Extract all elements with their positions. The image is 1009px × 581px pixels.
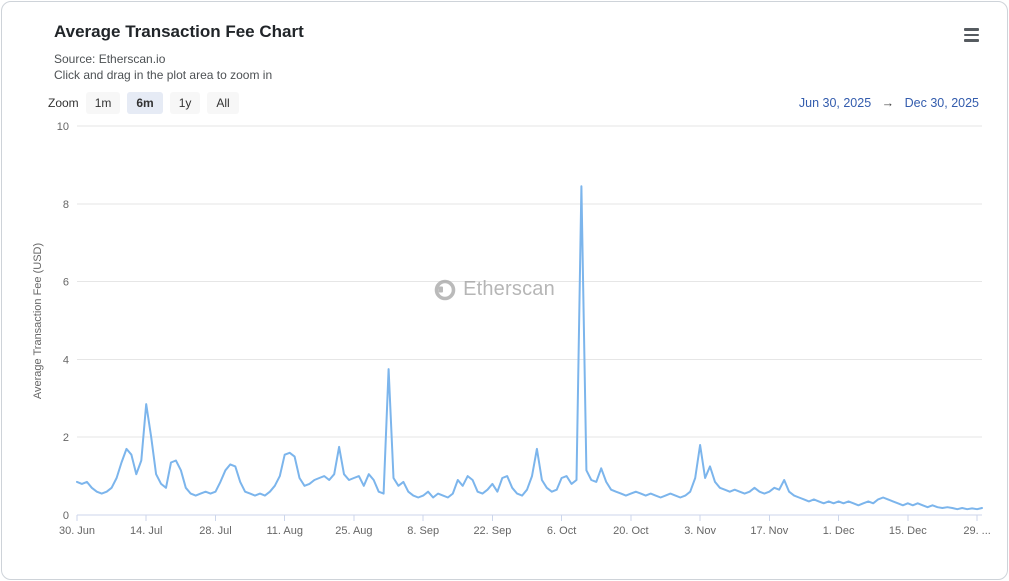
svg-text:29. ...: 29. ... — [963, 525, 991, 537]
x-axis: 30. Jun 14. Jul 28. Jul 11. Aug 25. Aug 8. Se… — [59, 514, 991, 537]
source-line: Source: Etherscan.io — [54, 52, 166, 66]
svg-text:10: 10 — [57, 121, 69, 133]
date-from-input[interactable]: Jun 30, 2025 — [798, 96, 872, 111]
range-arrow: → — [881, 96, 895, 111]
svg-text:3. Nov: 3. Nov — [684, 525, 716, 537]
chart-plot-area[interactable]: 0 2 4 6 8 10 30. Jun 14. Jul 28. Jul 11. Aug 25. A… — [2, 116, 1008, 564]
hamburger-menu-icon[interactable] — [962, 24, 981, 46]
svg-text:0: 0 — [63, 510, 69, 522]
svg-text:15. Dec: 15. Dec — [889, 525, 927, 537]
svg-text:6. Oct: 6. Oct — [547, 525, 576, 537]
svg-text:28. Jul: 28. Jul — [199, 525, 231, 537]
y-axis-title: Average Transaction Fee (USD) — [32, 243, 44, 400]
zoom-button-all[interactable]: All — [207, 92, 239, 115]
svg-text:1. Dec: 1. Dec — [823, 525, 855, 537]
zoom-button-6m[interactable]: 6m — [127, 92, 163, 115]
page-title: Average Transaction Fee Chart — [54, 22, 304, 41]
zoom-button-1m[interactable]: 1m — [85, 92, 121, 115]
chart-header: Average Transaction Fee Chart Source: Et… — [2, 2, 1007, 83]
svg-text:4: 4 — [63, 355, 69, 367]
svg-text:30. Jun: 30. Jun — [59, 525, 95, 537]
fee-series-line — [76, 185, 983, 511]
y-axis-labels: 0 2 4 6 8 10 — [57, 121, 69, 522]
svg-text:25. Aug: 25. Aug — [335, 525, 372, 537]
svg-text:8: 8 — [63, 199, 69, 211]
chart-area: 0 2 4 6 8 10 30. Jun 14. Jul 28. Jul 11. Aug 25. A… — [2, 116, 1007, 564]
svg-text:22. Sep: 22. Sep — [473, 525, 511, 537]
svg-text:20. Oct: 20. Oct — [613, 525, 648, 537]
range-selector: Zoom 1m 6m 1y All Jun 30, 2025 → Dec 30,… — [2, 83, 1007, 115]
svg-text:6: 6 — [63, 277, 69, 289]
zoom-button-1y[interactable]: 1y — [169, 92, 201, 115]
svg-text:14. Jul: 14. Jul — [130, 525, 162, 537]
svg-text:11. Aug: 11. Aug — [266, 525, 303, 537]
hint-line: Click and drag in the plot area to zoom … — [54, 68, 273, 83]
svg-text:17. Nov: 17. Nov — [750, 525, 788, 537]
zoom-label: Zoom — [48, 96, 79, 111]
svg-text:2: 2 — [63, 433, 69, 445]
date-to-input[interactable]: Dec 30, 2025 — [904, 96, 979, 111]
date-range: Jun 30, 2025 → Dec 30, 2025 — [799, 96, 979, 110]
header-text: Average Transaction Fee Chart Source: Et… — [54, 22, 304, 83]
gridlines — [77, 125, 982, 439]
svg-text:8. Sep: 8. Sep — [407, 525, 439, 537]
